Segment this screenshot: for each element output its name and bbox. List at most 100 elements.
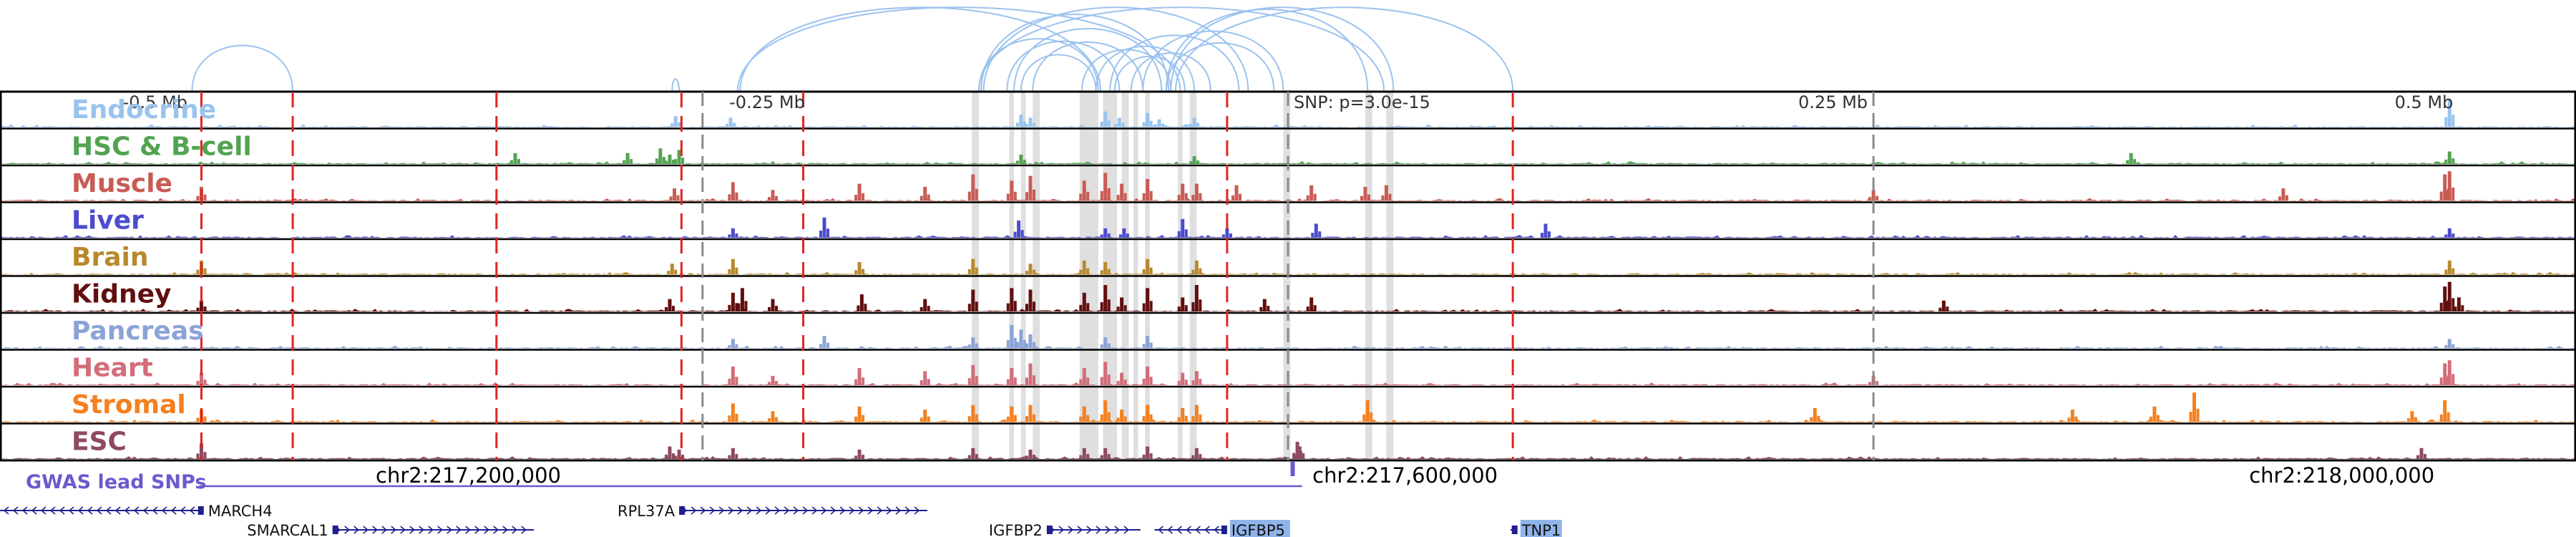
- peak-shoulder-l-4-1: [667, 271, 670, 275]
- peak-shoulder-r-0-2: [1023, 121, 1026, 127]
- peak-shoulder-r-2-4: [862, 193, 865, 201]
- peak-0-5: [1117, 117, 1121, 127]
- peak-shoulder-l-8-2: [768, 418, 771, 422]
- peak-1-5: [1019, 154, 1023, 164]
- gene-label-2: SMARCAL1: [247, 522, 328, 537]
- peak-shoulder-r-0-6: [1149, 120, 1153, 127]
- strand-chevron-1: [811, 506, 818, 515]
- gwas-label: GWAS lead SNPs: [26, 471, 206, 493]
- peak-shoulder-r-2-14: [1199, 193, 1202, 201]
- peak-shoulder-l-2-14: [1191, 195, 1195, 201]
- peak-shoulder-r-1-7: [2133, 159, 2137, 164]
- peak-shoulder-r-6-0: [735, 344, 738, 349]
- peak-shoulder-r-8-8: [1086, 415, 1090, 422]
- peak-shoulder-r-0-5: [1121, 122, 1125, 127]
- peak-shoulder-l-4-0: [196, 269, 200, 275]
- peak-0-8: [1192, 117, 1196, 127]
- peak-8-8: [1082, 406, 1086, 422]
- peak-shoulder-l-1-8: [2444, 159, 2448, 164]
- guide-lines: [0, 90, 2576, 462]
- peak-shoulder-r-5-10: [1086, 303, 1090, 311]
- peak-shoulder-r-9-2: [681, 455, 685, 459]
- peak-shoulder-l-3-6: [1221, 234, 1225, 238]
- peak-2-3: [771, 190, 775, 201]
- peak-shoulder-l-7-2: [768, 382, 771, 385]
- peak-shoulder-l-7-8: [1079, 379, 1083, 385]
- peak-8-20: [2443, 400, 2447, 422]
- strand-chevron-0: [189, 506, 195, 515]
- peak-3-4: [1122, 228, 1126, 238]
- peak-shoulder-r-4-4: [975, 267, 978, 275]
- peak-7-2: [771, 375, 775, 385]
- peak-5-13: [1146, 288, 1150, 311]
- peak-shoulder-r-3-8: [1548, 231, 1551, 238]
- peak-shoulder-r-9-13: [2424, 454, 2426, 459]
- peak-shoulder-l-5-17: [1306, 306, 1309, 311]
- peak-5-6: [923, 299, 927, 311]
- strand-chevron-1: [718, 506, 725, 515]
- peak-5-21: [2457, 297, 2461, 311]
- gene-highlight-box-4: [1229, 520, 1290, 537]
- peak-shoulder-r-4-0: [203, 268, 207, 275]
- ruler-label-2: SNP: p=3.0e-15: [1294, 92, 1430, 112]
- peak-shoulder-r-7-13: [1199, 379, 1202, 385]
- peak-shoulder-r-6-7: [1149, 342, 1153, 349]
- peak-shoulder-l-0-0: [670, 123, 674, 127]
- peak-8-9: [1103, 400, 1108, 422]
- peak-shoulder-l-2-22: [2444, 190, 2448, 201]
- peak-9-2: [677, 449, 681, 459]
- peak-shoulder-r-7-6: [1013, 377, 1017, 385]
- peak-shoulder-l-2-20: [2278, 196, 2281, 201]
- peak-shoulder-l-8-15: [1810, 417, 1813, 422]
- peak-shoulder-l-8-8: [1079, 416, 1083, 422]
- peak-3-5: [1181, 218, 1185, 238]
- peak-1-1: [625, 153, 630, 164]
- peak-3-9: [2447, 228, 2451, 238]
- peak-shoulder-l-5-9: [1025, 304, 1028, 311]
- peak-5-8: [1010, 288, 1014, 311]
- peak-shoulder-r-3-1: [826, 228, 829, 238]
- peak-shoulder-r-2-22: [2451, 187, 2455, 201]
- peak-shoulder-l-2-5: [919, 195, 923, 201]
- track-noise-3: [0, 235, 2576, 238]
- peak-shoulder-r-5-8: [1013, 301, 1017, 311]
- peak-8-1: [731, 403, 735, 422]
- peak-5-11: [1103, 285, 1108, 311]
- peak-2-18: [1384, 185, 1388, 201]
- peak-1-0: [513, 153, 517, 164]
- peak-shoulder-l-2-9: [1079, 193, 1083, 201]
- peak-shoulder-r-6-5: [1033, 342, 1035, 349]
- track-noise-9: [0, 456, 2576, 459]
- peak-shoulder-l-9-3: [728, 455, 731, 459]
- strand-chevron-1: [709, 506, 716, 515]
- peak-shoulder-r-0-9: [2451, 114, 2455, 127]
- peak-shoulder-r-0-4: [1107, 120, 1111, 127]
- strand-chevron-1: [765, 506, 771, 515]
- peak-shoulder-l-2-8: [1025, 192, 1028, 201]
- peak-5-10: [1082, 292, 1086, 311]
- loop-arc-3: [982, 6, 1249, 92]
- peak-9-13: [2419, 448, 2424, 459]
- peak-shoulder-r-8-11: [1149, 414, 1153, 422]
- peak-shoulder-l-4-7: [1100, 270, 1103, 275]
- strand-chevron-1: [793, 506, 799, 515]
- peak-shoulder-r-2-12: [1149, 190, 1153, 201]
- peak-shoulder-r-4-2: [735, 267, 738, 275]
- strand-chevron-0: [170, 506, 177, 515]
- peak-5-5: [859, 294, 864, 311]
- peak-shoulder-l-6-2: [967, 344, 971, 349]
- track-noise-2: [0, 198, 2576, 201]
- peak-shoulder-l-9-2: [674, 455, 678, 459]
- peak-shoulder-l-5-5: [857, 305, 860, 311]
- peak-shoulder-l-2-21: [2439, 191, 2443, 201]
- peak-shoulder-r-2-10: [1107, 188, 1111, 201]
- strand-chevron-2: [484, 526, 489, 534]
- peak-shoulder-l-4-2: [728, 268, 731, 275]
- peak-4-9: [1194, 260, 1199, 275]
- peak-8-2: [771, 411, 775, 422]
- peak-shoulder-l-8-7: [1025, 416, 1028, 422]
- strand-chevron-2: [474, 526, 480, 534]
- peak-shoulder-r-9-10: [1199, 454, 1202, 459]
- peak-shoulder-l-8-13: [1191, 416, 1195, 422]
